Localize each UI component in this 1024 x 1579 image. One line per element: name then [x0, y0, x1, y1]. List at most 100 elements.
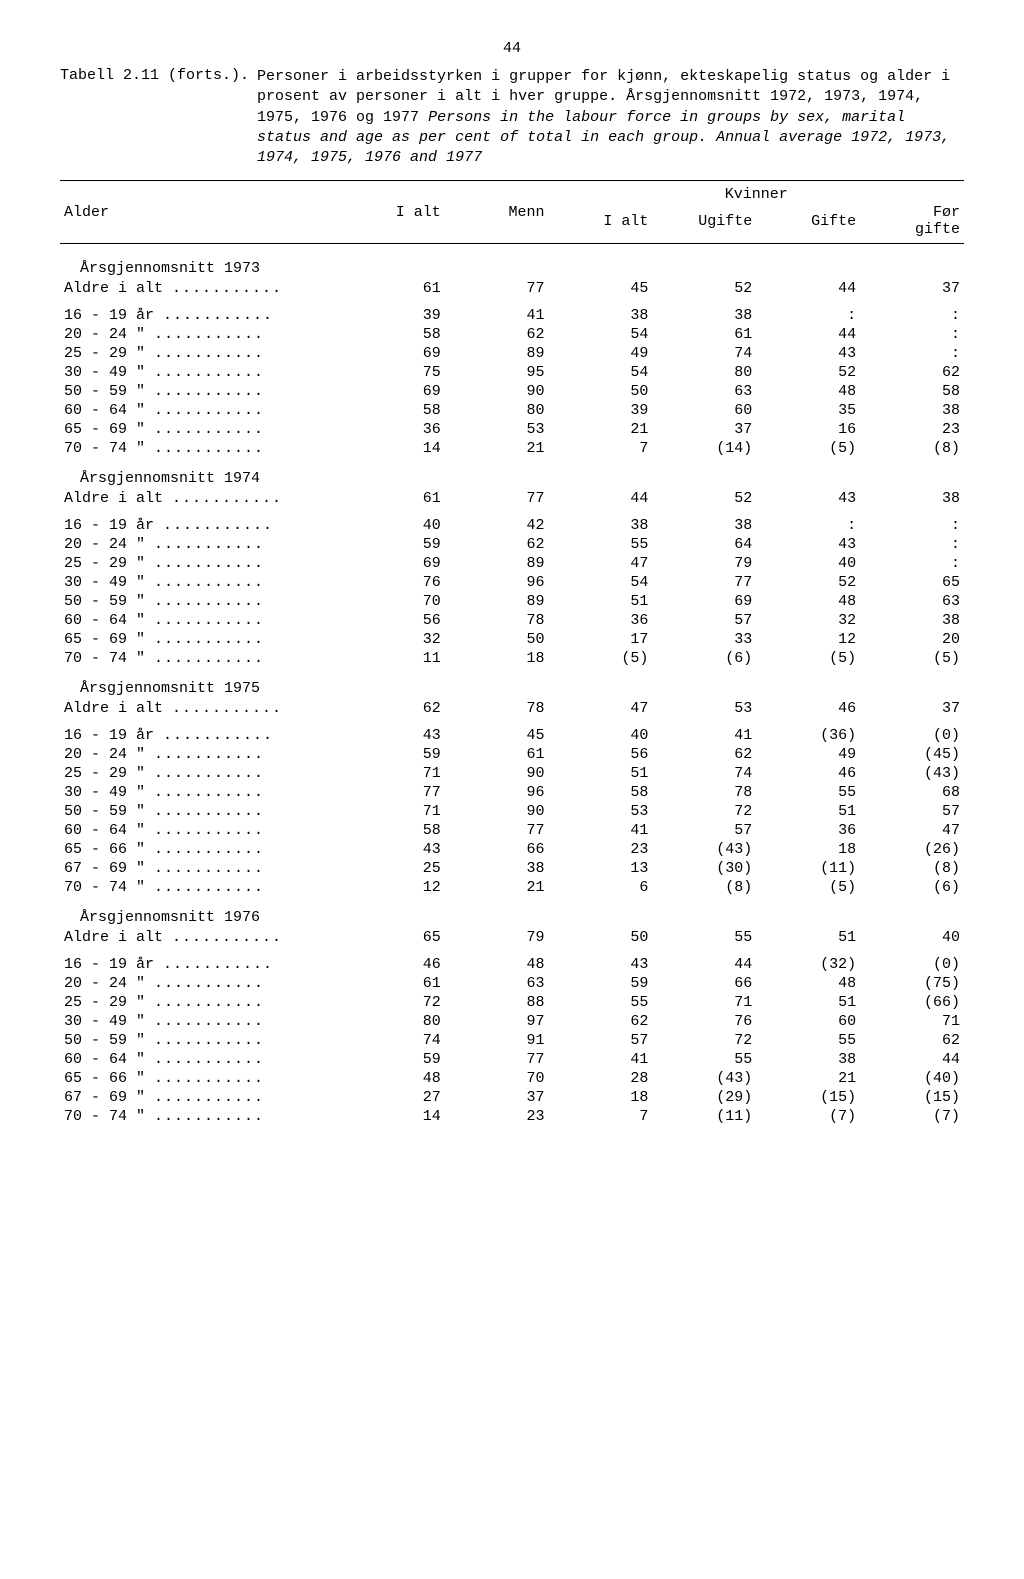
cell: 44 [652, 955, 756, 974]
cell: 78 [445, 699, 549, 718]
cell: 62 [341, 699, 445, 718]
cell: 37 [445, 1088, 549, 1107]
cell: 74 [652, 764, 756, 783]
row-label: 30 - 49 " ........... [60, 1012, 341, 1031]
cell: 77 [445, 489, 549, 508]
cell: (5) [860, 649, 964, 668]
leader-dots: ........... [154, 1070, 264, 1087]
cell: 62 [445, 325, 549, 344]
cell: 33 [652, 630, 756, 649]
cell: (6) [860, 878, 964, 897]
cell: (8) [860, 859, 964, 878]
cell: 61 [341, 279, 445, 298]
cell: 54 [549, 325, 653, 344]
cell: 76 [652, 1012, 756, 1031]
rule-header [60, 243, 964, 244]
cell: 62 [445, 535, 549, 554]
row-label: Aldre i alt ........... [60, 489, 341, 508]
cell: 51 [756, 928, 860, 947]
cell: 40 [341, 516, 445, 535]
cell: 18 [445, 649, 549, 668]
leader-dots: ........... [154, 994, 264, 1011]
cell: (5) [549, 649, 653, 668]
cell: 60 [756, 1012, 860, 1031]
cell: : [756, 306, 860, 325]
leader-dots: ........... [154, 612, 264, 629]
cell: 69 [341, 344, 445, 363]
col-kvinner-gifte: Gifte [756, 204, 860, 239]
section-title: Årsgjennomsnitt 1975 [60, 668, 964, 699]
cell: 55 [549, 993, 653, 1012]
cell: 36 [549, 611, 653, 630]
cell: 70 [445, 1069, 549, 1088]
table-ref: Tabell 2.11 (forts.). [60, 67, 257, 84]
cell: 68 [860, 783, 964, 802]
cell: 38 [860, 611, 964, 630]
cell: 32 [341, 630, 445, 649]
cell: 20 [860, 630, 964, 649]
cell: 53 [652, 699, 756, 718]
cell: (5) [756, 649, 860, 668]
cell: 40 [549, 726, 653, 745]
cell: 21 [445, 439, 549, 458]
cell: 38 [652, 516, 756, 535]
cell: 48 [756, 592, 860, 611]
cell: 58 [341, 821, 445, 840]
row-label: 20 - 24 " ........... [60, 325, 341, 344]
cell: 40 [756, 554, 860, 573]
cell: 54 [549, 363, 653, 382]
cell: : [860, 554, 964, 573]
col-kvinner-ugifte: Ugifte [652, 204, 756, 239]
cell: 39 [549, 401, 653, 420]
row-label: 25 - 29 " ........... [60, 554, 341, 573]
cell: 48 [756, 382, 860, 401]
cell: 74 [652, 344, 756, 363]
cell: 12 [756, 630, 860, 649]
cell: 80 [652, 363, 756, 382]
cell: 48 [445, 955, 549, 974]
section-title: Årsgjennomsnitt 1976 [60, 897, 964, 928]
cell: 65 [860, 573, 964, 592]
row-label: Aldre i alt ........... [60, 928, 341, 947]
cell: 23 [860, 420, 964, 439]
cell: 62 [652, 745, 756, 764]
row-label: 30 - 49 " ........... [60, 573, 341, 592]
cell: 72 [652, 802, 756, 821]
cell: 71 [652, 993, 756, 1012]
cell: 14 [341, 1107, 445, 1126]
cell: 38 [549, 516, 653, 535]
cell: 80 [445, 401, 549, 420]
leader-dots: ........... [154, 1089, 264, 1106]
row-label: 16 - 19 år ........... [60, 726, 341, 745]
cell: 46 [756, 699, 860, 718]
col-alder: Alder [60, 185, 341, 239]
cell: 96 [445, 783, 549, 802]
cell: 72 [341, 993, 445, 1012]
cell: 77 [445, 821, 549, 840]
leader-dots: ........... [154, 1032, 264, 1049]
cell: 52 [756, 573, 860, 592]
cell: 51 [549, 764, 653, 783]
leader-dots: ........... [154, 1013, 264, 1030]
data-table: AlderI altMennKvinnerI altUgifteGifteFør… [60, 185, 964, 1126]
cell: 47 [549, 699, 653, 718]
leader-dots: ........... [172, 490, 282, 507]
leader-dots: ........... [154, 440, 264, 457]
leader-dots: ........... [154, 326, 264, 343]
cell: (7) [756, 1107, 860, 1126]
cell: (0) [860, 726, 964, 745]
cell: (43) [652, 840, 756, 859]
leader-dots: ........... [154, 631, 264, 648]
cell: 55 [756, 783, 860, 802]
cell: : [860, 516, 964, 535]
cell: 97 [445, 1012, 549, 1031]
cell: 53 [549, 802, 653, 821]
cell: 41 [549, 821, 653, 840]
row-label: 50 - 59 " ........... [60, 802, 341, 821]
cell: 12 [341, 878, 445, 897]
cell: (11) [652, 1107, 756, 1126]
cell: 95 [445, 363, 549, 382]
section-title: Årsgjennomsnitt 1974 [60, 458, 964, 489]
cell: (15) [860, 1088, 964, 1107]
cell: 74 [341, 1031, 445, 1050]
